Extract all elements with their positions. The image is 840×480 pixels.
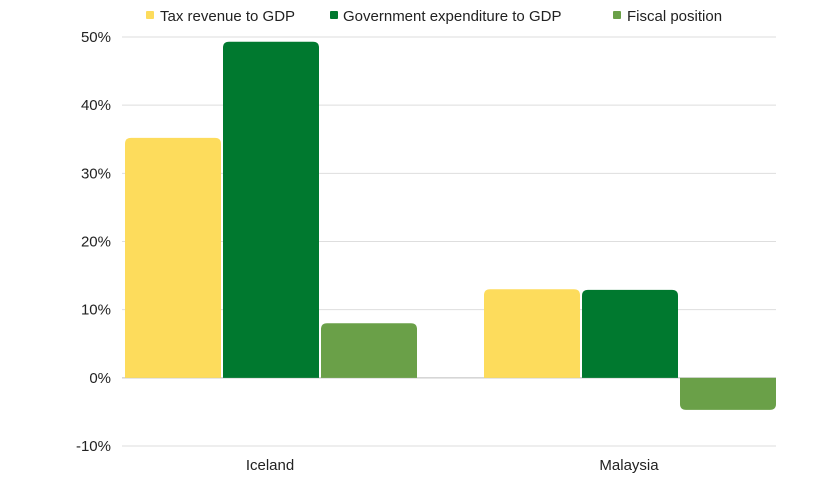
legend-swatch-tax-revenue [146,11,154,19]
y-tick-label-0: 0% [89,370,111,387]
x-category-label-malaysia: Malaysia [599,457,659,474]
legend: Tax revenue to GDP Government expenditur… [146,8,722,25]
y-tick-label-10: 10% [81,302,111,319]
y-tick-label-20: 20% [81,234,111,251]
bar-iceland-fiscal-position [321,323,417,378]
x-axis: Iceland Malaysia [246,457,659,474]
x-category-label-iceland: Iceland [246,457,294,474]
bar-malaysia-tax-revenue [484,289,580,378]
y-tick-label-50: 50% [81,29,111,46]
legend-swatch-fiscal-position [613,11,621,19]
legend-label-government-expenditure: Government expenditure to GDP [343,8,561,25]
y-axis: -10% 0% 10% 20% 30% 40% 50% [76,29,111,455]
bar-iceland-tax-revenue [125,137,221,378]
y-tick-label-40: 40% [81,97,111,114]
y-tick-label-30: 30% [81,165,111,182]
bar-iceland-government-expenditure [223,41,319,378]
legend-label-tax-revenue: Tax revenue to GDP [160,8,295,25]
y-tick-label-minus-10: -10% [76,438,111,455]
legend-label-fiscal-position: Fiscal position [627,8,722,25]
bar-malaysia-fiscal-position [680,377,776,410]
legend-swatch-government-expenditure [330,11,338,19]
bars [125,41,776,410]
bar-malaysia-government-expenditure [582,289,678,378]
